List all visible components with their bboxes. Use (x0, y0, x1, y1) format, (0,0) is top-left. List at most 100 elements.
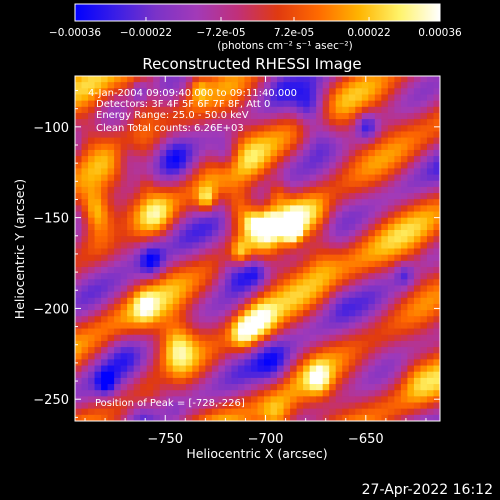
heatmap-cell (290, 242, 298, 250)
heatmap-cell (172, 303, 180, 311)
heatmap-cell (94, 359, 102, 367)
heatmap-cell (244, 217, 252, 225)
heatmap-cell (192, 414, 200, 421)
heatmap-cell (361, 273, 369, 280)
heatmap-cell (146, 119, 154, 126)
heatmap-cell (420, 162, 428, 170)
heatmap-cell (192, 149, 200, 157)
heatmap-cell (361, 180, 369, 188)
heatmap-cell (192, 396, 200, 404)
heatmap-cell (120, 260, 128, 268)
heatmap-cell (368, 168, 376, 176)
heatmap-cell (303, 88, 311, 96)
heatmap-cell (185, 156, 193, 163)
heatmap-cell (75, 125, 83, 133)
heatmap-cell (413, 396, 422, 404)
heatmap-cell (166, 76, 174, 83)
heatmap-cell (303, 76, 311, 83)
heatmap-cell (211, 279, 219, 287)
heatmap-cell (329, 279, 337, 287)
heatmap-cell (224, 106, 233, 114)
heatmap-cell (400, 149, 409, 157)
heatmap-cell (133, 94, 141, 102)
heatmap-cell (231, 328, 239, 336)
heatmap-cell (133, 260, 141, 268)
heatmap-cell (348, 291, 356, 299)
heatmap-cell (400, 180, 409, 188)
heatmap-cell (133, 156, 141, 163)
heatmap-cell (426, 291, 435, 299)
heatmap-cell (257, 285, 265, 293)
heatmap-cell (348, 162, 356, 170)
heatmap-cell (335, 347, 343, 354)
heatmap-cell (309, 371, 317, 379)
heatmap-cell (348, 396, 356, 404)
heatmap-cell (296, 242, 304, 250)
heatmap-cell (127, 106, 135, 114)
heatmap-cell (224, 254, 233, 262)
heatmap-cell (270, 230, 278, 237)
heatmap-cell (407, 131, 415, 139)
heatmap-cell (303, 310, 311, 317)
heatmap-cell (329, 119, 337, 126)
heatmap-cell (101, 291, 109, 299)
heatmap-cell (172, 408, 180, 416)
heatmap-cell (270, 242, 278, 250)
heatmap-cell (114, 137, 122, 145)
heatmap-cell (433, 112, 440, 120)
heatmap-cell (101, 310, 109, 317)
heatmap-cell (296, 94, 304, 102)
heatmap-cell (250, 254, 259, 262)
heatmap-cell (146, 322, 154, 330)
heatmap-cell (224, 396, 233, 404)
heatmap-cell (296, 359, 304, 367)
heatmap-cell (127, 149, 135, 157)
colorbar-units: (photons cm⁻² s⁻¹ asec⁻²) (217, 40, 352, 52)
heatmap-cell (237, 303, 246, 311)
heatmap-cell (179, 242, 187, 250)
heatmap-cell (277, 193, 285, 200)
heatmap-cell (107, 279, 115, 287)
heatmap-cell (290, 316, 298, 324)
heatmap-cell (140, 162, 148, 170)
heatmap-cell (81, 273, 89, 280)
heatmap-cell (120, 137, 128, 145)
heatmap-cell (140, 137, 148, 145)
heatmap-cell (127, 100, 135, 108)
heatmap-cell (355, 143, 363, 151)
heatmap-cell (368, 174, 376, 182)
heatmap-cell (120, 149, 128, 157)
heatmap-cell (283, 174, 291, 182)
heatmap-cell (277, 371, 285, 379)
heatmap-cell (114, 384, 122, 391)
heatmap-cell (270, 316, 278, 324)
heatmap-cell (270, 193, 278, 200)
heatmap-cell (329, 414, 337, 421)
heatmap-cell (290, 359, 298, 367)
heatmap-cell (133, 328, 141, 336)
x-tick-label: −750 (147, 432, 183, 447)
heatmap-cell (140, 174, 148, 182)
heatmap-cell (88, 193, 96, 200)
heatmap-cell (361, 149, 369, 157)
heatmap-cell (348, 119, 356, 126)
heatmap-cell (335, 125, 343, 133)
heatmap-cell (329, 230, 337, 237)
heatmap-cell (120, 168, 128, 176)
heatmap-cell (368, 390, 376, 397)
heatmap-cell (159, 297, 167, 305)
heatmap-cell (433, 143, 440, 151)
heatmap-cell (205, 260, 213, 268)
heatmap-cell (153, 377, 161, 385)
heatmap-cell (361, 408, 369, 416)
heatmap-cell (296, 254, 304, 262)
heatmap-cell (264, 266, 272, 274)
heatmap-cell (140, 125, 148, 133)
heatmap-cell (250, 365, 259, 373)
heatmap-cell (296, 322, 304, 330)
heatmap-cell (335, 359, 343, 367)
heatmap-cell (218, 168, 226, 176)
heatmap-cell (244, 82, 252, 89)
heatmap-cell (413, 180, 422, 188)
